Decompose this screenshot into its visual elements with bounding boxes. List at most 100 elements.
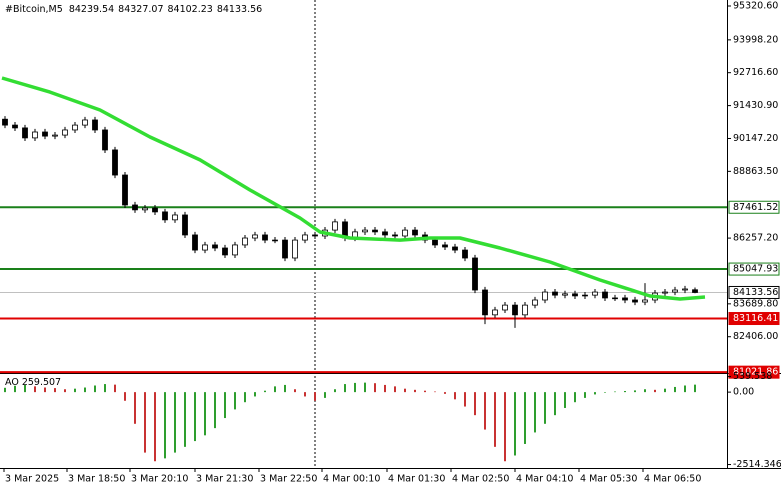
candle-body [592,291,598,296]
level-label-box [728,365,780,379]
candle-body [222,247,228,256]
candle-body [532,299,538,306]
ao-bar [584,392,586,398]
chart-header: #Bitcoin,M5 84239.54 84327.07 84102.23 84133… [5,4,262,15]
ao-bar [24,384,26,393]
ao-bar [574,392,576,403]
indicator-name: AO [5,377,19,388]
ao-bar [104,384,106,393]
candle-body [332,221,338,231]
candle-body [132,204,138,211]
candle-body [442,244,448,248]
current-price-box [728,285,780,299]
x-tick-label: 4 Mar 05:30 [580,474,637,485]
y-tick-label: 82406.00 [733,331,778,342]
candle-body [202,244,208,251]
candle-body [292,239,298,259]
header-low: 84102.23 [168,4,213,15]
x-tick-label: 4 Mar 00:10 [323,474,380,485]
candle-body [262,234,268,241]
candle-body [622,297,628,301]
candle-body [232,244,238,256]
ao-bar [184,392,186,447]
ao-bar [354,382,356,393]
ao-bar [484,392,486,430]
candle-body [142,207,148,211]
ao-bar [644,389,646,393]
candle-body [312,234,318,237]
y-tick-label: 90147.20 [733,133,778,144]
indicator-label: AO 259.507 [5,377,61,388]
candle-body [382,231,388,236]
y-tick-label: 86257.20 [733,233,778,244]
ao-bar [264,390,266,393]
candle-body [512,304,518,316]
candle-body [392,234,398,237]
ao-bar [564,392,566,408]
candle-body [32,131,38,139]
ao-bar [244,392,246,403]
moving-average [1,76,706,301]
x-tick-label: 4 Mar 06:50 [644,474,701,485]
candle-body [22,127,28,139]
candle-body [632,299,638,303]
y-tick-label: 95320.60 [733,1,778,12]
ao-bar [604,392,606,393]
ao-bar [44,387,46,393]
ao-bar [134,392,136,424]
ao-bar [344,384,346,393]
level-label: 83116.41 [733,313,778,324]
x-tick-label: 3 Mar 22:50 [260,474,317,485]
y-tick-label: 93998.20 [733,34,778,45]
ao-bar [154,392,156,462]
ao-bar [364,382,366,393]
candle-body [362,229,368,233]
level-label: 85047.93 [733,264,778,275]
ao-bar [624,390,626,393]
ao-bar [174,392,176,453]
candle-body [82,119,88,126]
candle-body [42,131,48,137]
candle-body [502,304,508,311]
ao-bar [274,386,276,393]
y-tick-label: -2514.346 [733,459,781,470]
ao-bar [114,384,116,393]
ao-bar [434,391,436,393]
level-label-box [728,312,780,326]
ao-bar [294,389,296,393]
candle-body [522,304,528,316]
y-tick-label: 88863.50 [733,166,778,177]
candle-body [252,234,258,239]
candle-body [282,239,288,259]
ao-bar [54,388,56,393]
ao-bar [424,390,426,393]
header-open: 84239.54 [69,4,114,15]
ao-bar [124,392,126,401]
candle-body [92,119,98,131]
candle-body [462,249,468,259]
candle-body [582,294,588,297]
candle-body [52,134,58,137]
candle-body [552,291,558,296]
y-tick-label: 83689.80 [733,298,778,309]
ao-bar [694,384,696,393]
candle-body [562,293,568,296]
candle-body [662,291,668,294]
x-tick-label: 4 Mar 04:10 [516,474,573,485]
header-close: 84133.56 [217,4,262,15]
y-tick-label: 539.538 [733,371,772,382]
ao-bar [164,392,166,459]
ao-bar [94,385,96,393]
ao-bar [394,386,396,393]
candle-body [152,207,158,213]
candle-body [372,229,378,233]
ao-bar [544,392,546,424]
candle-body [162,211,168,221]
level-label-box [728,200,780,214]
header-high: 84327.07 [118,4,163,15]
level-label: 87461.52 [733,202,778,213]
ao-bar [464,392,466,407]
candle-body [12,124,18,129]
ao-bar [524,392,526,444]
